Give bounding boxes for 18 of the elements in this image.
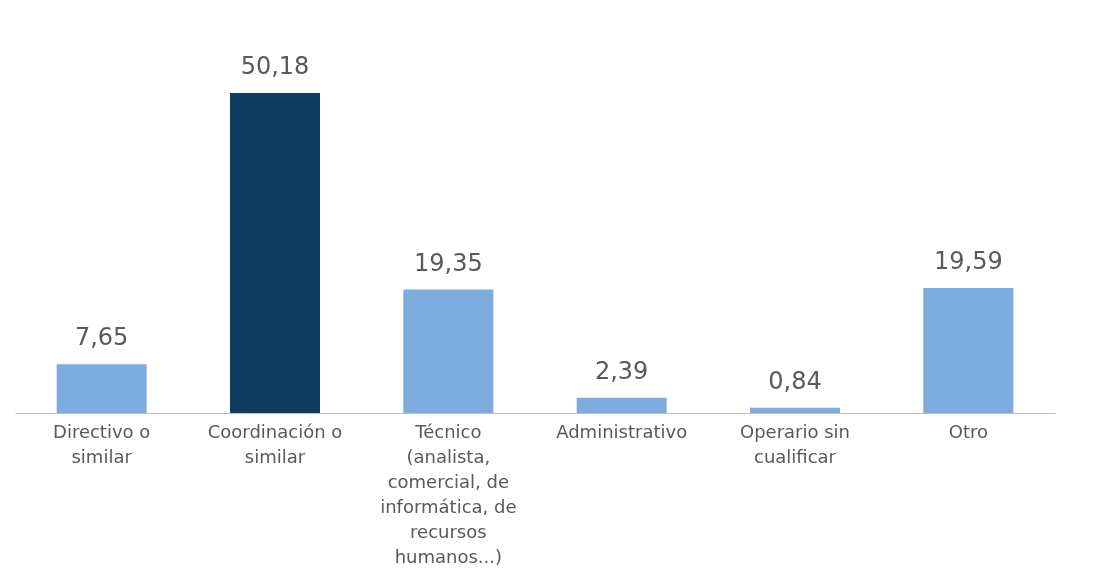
x-tick-label: Técnico (analista, comercial, de informática, de recursos humanos...) — [380, 420, 517, 567]
x-tick-label: Otro — [948, 420, 988, 442]
bar — [56, 364, 147, 413]
bar — [230, 93, 320, 413]
x-tick-label: Coordinación o similar — [207, 420, 343, 467]
data-label: 2,39 — [594, 356, 649, 385]
data-label: 50,18 — [240, 52, 310, 80]
x-tick-label: Operario sin cualificar — [739, 420, 851, 467]
x-tick-label: Directivo o similar — [53, 420, 151, 467]
bar — [750, 407, 840, 413]
bar — [923, 288, 1014, 413]
bar — [403, 289, 494, 413]
data-label: 19,59 — [933, 247, 1003, 276]
data-label: 7,65 — [74, 323, 129, 352]
data-label: 0,84 — [768, 366, 822, 395]
x-tick-label: Administrativo — [556, 420, 688, 442]
bar — [576, 397, 667, 413]
data-label: 19,35 — [413, 248, 483, 277]
